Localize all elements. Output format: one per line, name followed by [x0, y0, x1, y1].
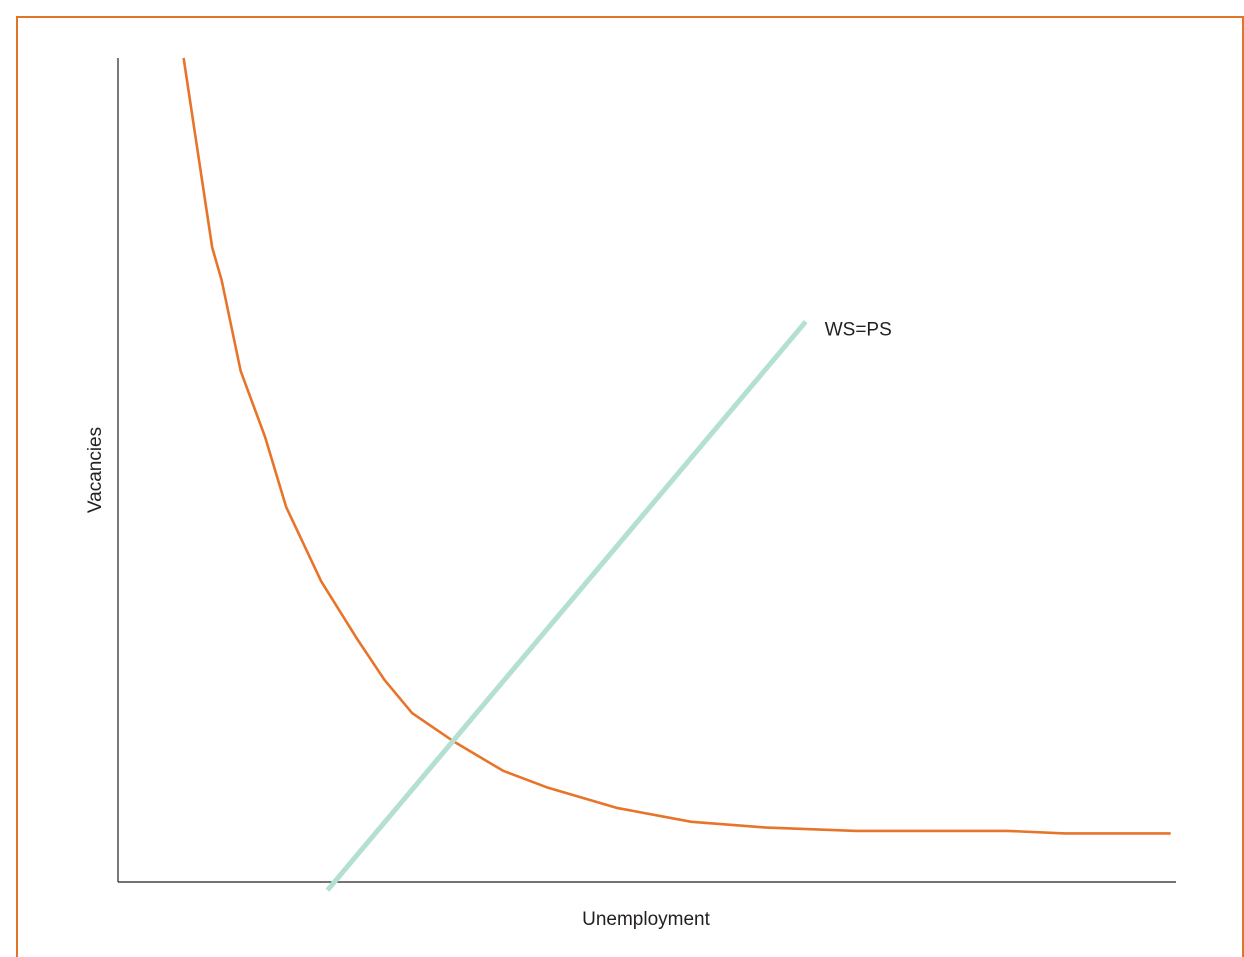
y-axis-label: Vacancies — [85, 427, 106, 513]
x-axis-label: Unemployment — [582, 909, 710, 930]
beveridge-curve — [182, 57, 1171, 835]
ws-ps-label: WS=PS — [825, 320, 892, 341]
ws-ps-line — [325, 320, 808, 892]
chart-frame — [16, 16, 1244, 957]
annotation-layer: WS=PS — [825, 320, 892, 341]
series-layer — [182, 57, 1171, 892]
